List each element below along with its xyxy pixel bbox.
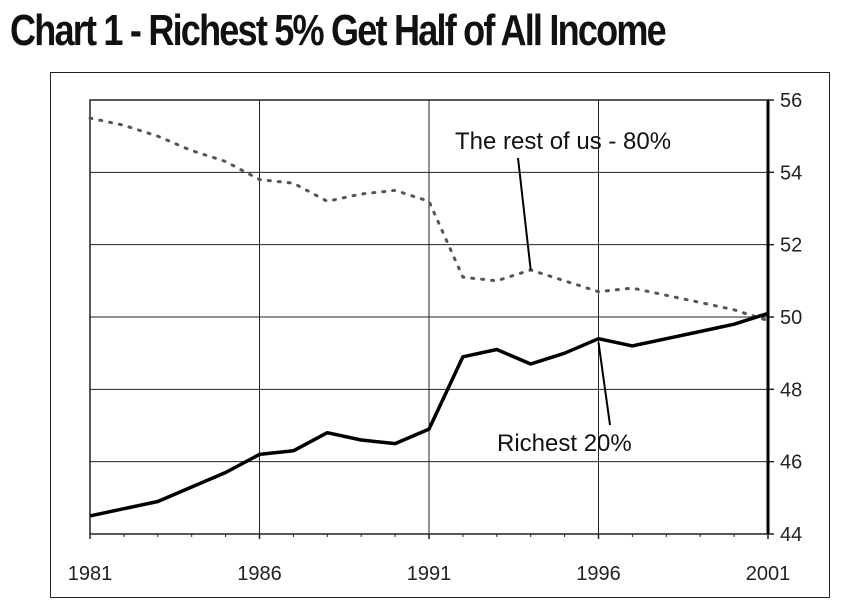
y-tick-label: 50 — [780, 307, 802, 329]
x-tick-label: 1996 — [576, 563, 621, 585]
y-tick-label: 44 — [780, 524, 802, 546]
x-tick-label: 1991 — [407, 563, 452, 585]
x-tick-label: 1981 — [68, 563, 113, 585]
chart-frame — [50, 72, 830, 598]
y-tick-label: 48 — [780, 379, 802, 401]
y-tick-label: 46 — [780, 452, 802, 474]
y-tick-label: 52 — [780, 235, 802, 257]
y-tick-label: 56 — [780, 90, 802, 112]
page-title: Chart 1 - Richest 5% Get Half of All Inc… — [10, 6, 667, 55]
annotation-label: The rest of us - 80% — [455, 128, 671, 155]
x-tick-label: 2001 — [746, 563, 791, 585]
annotation-label: Richest 20% — [497, 430, 632, 457]
y-tick-label: 54 — [780, 162, 802, 184]
series-line-the-rest-of-us-80 — [88, 116, 770, 323]
series-line-richest-20 — [89, 311, 769, 518]
x-tick-label: 1986 — [237, 563, 282, 585]
annotation-leader-line — [597, 342, 611, 426]
annotation-leader-line — [517, 157, 532, 271]
